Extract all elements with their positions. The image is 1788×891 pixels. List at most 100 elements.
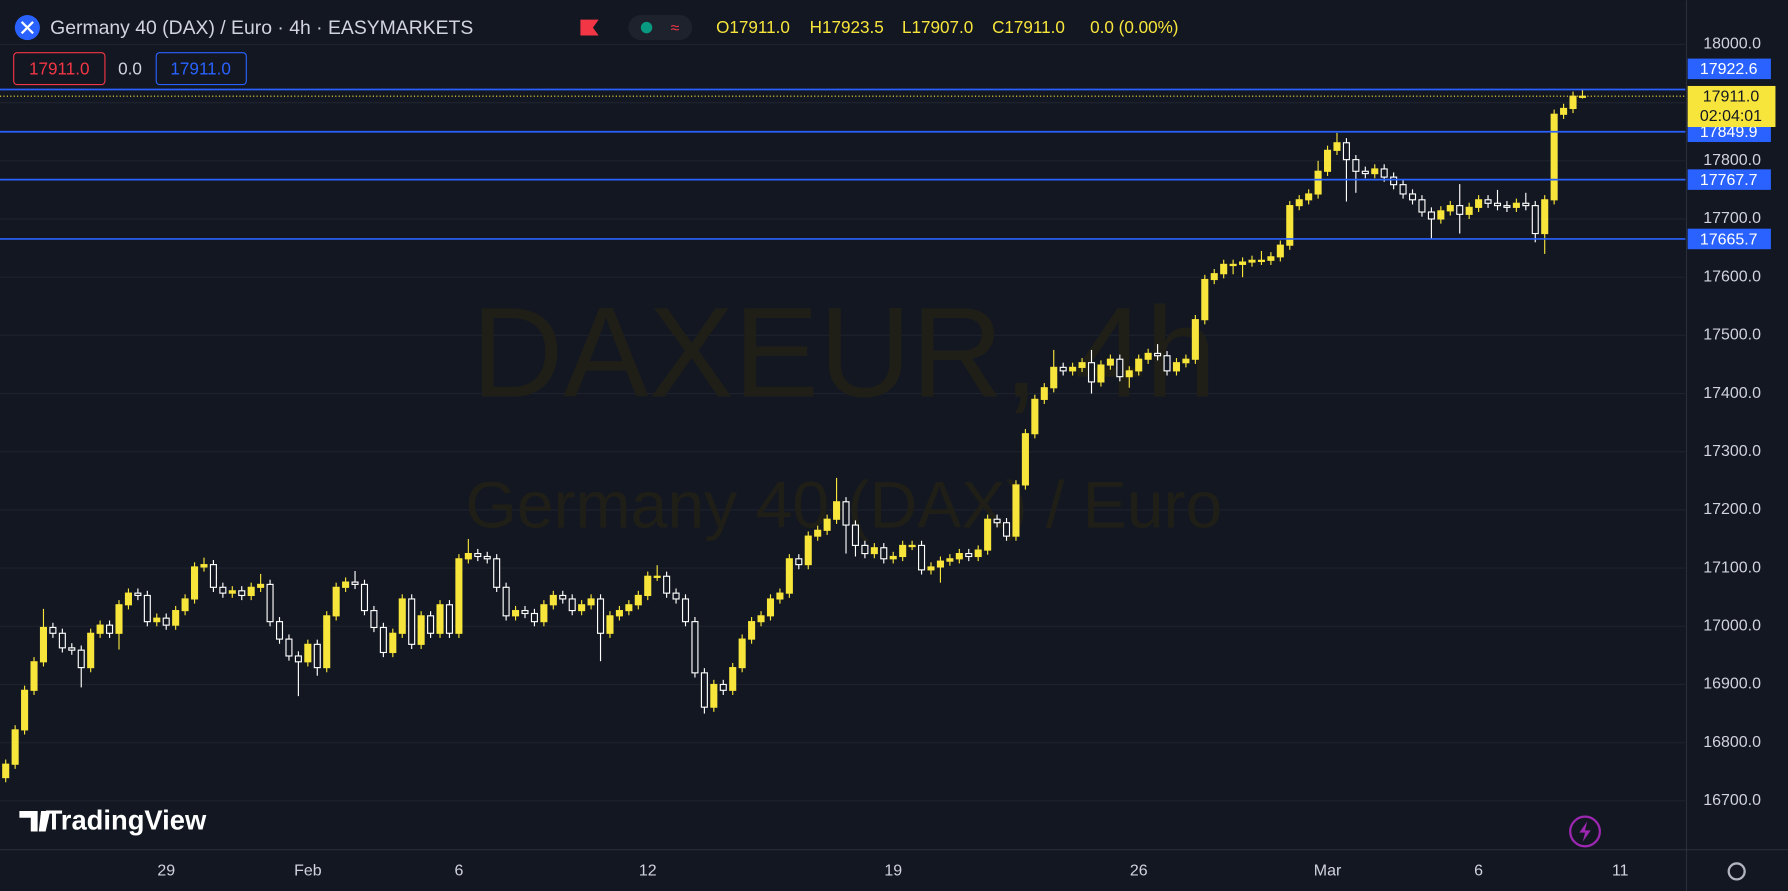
- candle-body: [275, 621, 284, 640]
- x-tick-label: 6: [454, 863, 463, 880]
- candle-body: [379, 626, 387, 654]
- logo: TradingView: [19, 805, 207, 836]
- ohlc-low: L17907.0: [902, 18, 973, 37]
- candle-body: [776, 592, 784, 600]
- candle-body: [1371, 168, 1379, 175]
- candle-body: [596, 598, 605, 634]
- candle-body: [96, 624, 104, 634]
- candle-body: [1191, 319, 1199, 360]
- ohlc-open: O17911.0: [716, 18, 790, 37]
- ohlc-high: H17923.5: [810, 18, 884, 37]
- candle-body: [1484, 199, 1492, 204]
- candle-body: [1286, 205, 1294, 246]
- symbol-title[interactable]: Germany 40 (DAX) / Euro · 4h · EASYMARKE…: [50, 17, 473, 39]
- x-tick-label: 29: [157, 863, 175, 880]
- candle-body: [247, 586, 255, 597]
- candle-body: [143, 594, 151, 623]
- candle-body: [512, 610, 520, 617]
- y-tick-label: 17200.0: [1703, 501, 1761, 518]
- candle-body: [1437, 210, 1445, 220]
- candle-body: [162, 617, 170, 626]
- candle-body: [889, 555, 897, 560]
- candle-body: [1267, 256, 1275, 261]
- last-price-label: 17911.0: [1703, 89, 1760, 106]
- candle-body: [738, 638, 746, 669]
- candle-body: [814, 529, 822, 537]
- candle-body: [766, 598, 775, 617]
- candle-body: [993, 518, 1001, 524]
- candle-body: [974, 549, 982, 558]
- candle-body: [1116, 358, 1124, 378]
- candle-body: [1512, 202, 1520, 208]
- x-tick-label: 26: [1130, 863, 1148, 880]
- candle-body: [540, 604, 548, 623]
- y-tick-label: 16900.0: [1703, 676, 1761, 693]
- candle-body: [313, 643, 321, 669]
- candle-body: [483, 555, 491, 560]
- candle-body: [417, 615, 425, 645]
- candle-body: [191, 566, 199, 600]
- candle-body: [1239, 261, 1247, 265]
- candle-body: [1172, 362, 1181, 372]
- candle-body: [615, 610, 623, 617]
- candle-body: [115, 604, 123, 634]
- candle-body: [1569, 95, 1577, 110]
- candle-body: [851, 524, 859, 546]
- logo-text[interactable]: TradingView: [46, 805, 207, 836]
- candle-body: [1522, 202, 1530, 207]
- candle-body: [200, 564, 208, 568]
- candle-body: [1305, 193, 1313, 201]
- level-label: 17849.9: [1700, 124, 1758, 141]
- candle-body: [1550, 113, 1558, 201]
- candle-body: [795, 558, 803, 566]
- status-pill: [628, 15, 693, 41]
- y-tick-label: 17600.0: [1703, 268, 1761, 285]
- y-tick-label: 17000.0: [1703, 618, 1761, 635]
- candle-body: [1352, 159, 1360, 172]
- candle-body: [238, 590, 246, 597]
- candle-body: [445, 604, 453, 634]
- buy-button[interactable]: [155, 52, 247, 86]
- buy-price: 17911.0: [170, 59, 231, 78]
- candle-body: [2, 763, 10, 779]
- candle-body: [342, 581, 350, 588]
- candle-body: [1560, 107, 1568, 115]
- candle-body: [672, 592, 680, 600]
- lightning-button[interactable]: [1569, 815, 1601, 848]
- candle-body: [984, 518, 992, 551]
- x-tick-label: 12: [639, 863, 657, 880]
- y-tick-label: 16700.0: [1703, 792, 1761, 809]
- candle-body: [1135, 358, 1143, 372]
- level-label-bg: [1687, 58, 1771, 80]
- candle-body: [134, 592, 142, 597]
- candle-body: [323, 615, 331, 669]
- x-tick-label: 6: [1474, 863, 1483, 880]
- candle-body: [1154, 352, 1162, 357]
- candle-body: [842, 501, 850, 526]
- candle-body: [1531, 205, 1539, 235]
- y-tick-label: 17800.0: [1703, 152, 1761, 169]
- candle-body: [257, 583, 265, 588]
- lightning-icon: [1579, 821, 1591, 842]
- settings-button[interactable]: [1727, 862, 1746, 881]
- candle-body: [1220, 263, 1228, 275]
- candle-body: [880, 547, 888, 560]
- candle-body: [1257, 259, 1265, 263]
- y-tick-label: 17100.0: [1703, 559, 1761, 576]
- candle-body: [332, 586, 340, 617]
- candle-body: [408, 598, 416, 645]
- candle-body: [172, 610, 180, 626]
- level-label-bg: [1687, 228, 1771, 250]
- candle-body: [578, 604, 586, 612]
- candle-body: [351, 581, 359, 585]
- candle-body: [1418, 199, 1426, 213]
- sell-button[interactable]: [13, 52, 106, 86]
- candle-body: [1229, 263, 1237, 267]
- candle-body: [285, 638, 293, 657]
- candle-body: [1031, 398, 1039, 435]
- level-label: 17767.7: [1700, 172, 1758, 189]
- ohlc-close: C17911.0: [992, 18, 1065, 37]
- candle-body: [663, 575, 671, 594]
- level-label-bg: [1687, 169, 1771, 190]
- flag-icon[interactable]: [580, 19, 599, 36]
